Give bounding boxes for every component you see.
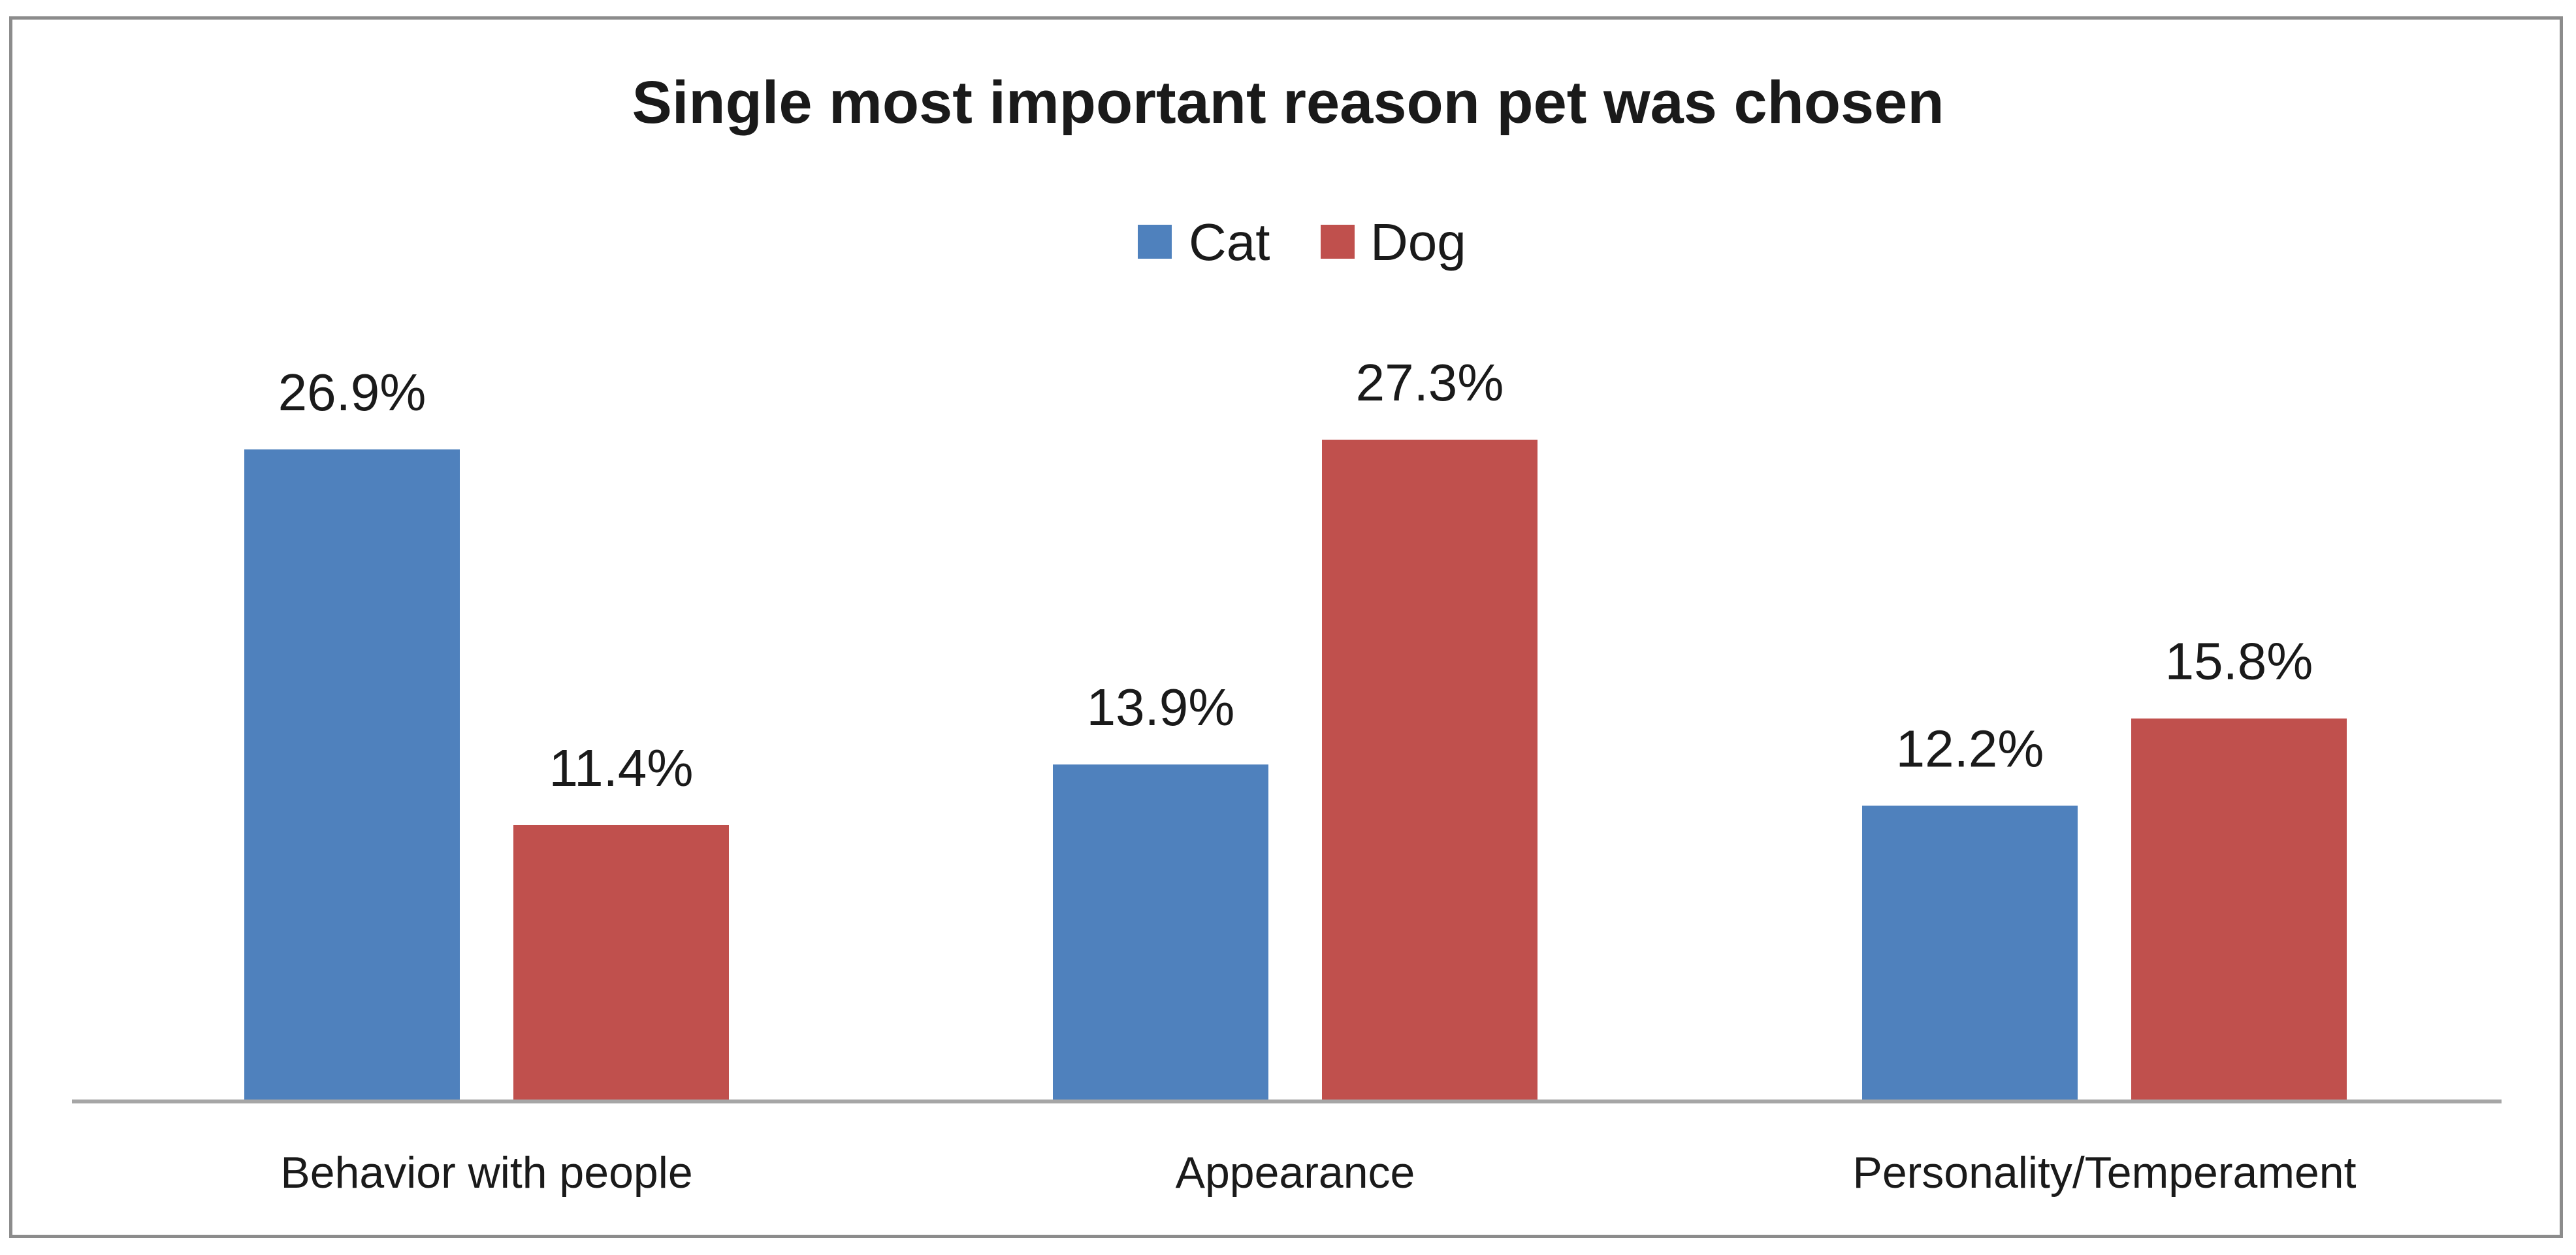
legend-swatch-cat: [1138, 225, 1172, 259]
data-label-dog-1: 27.3%: [1356, 353, 1504, 412]
bar-cat-1: [1053, 764, 1268, 1101]
bar-dog-2: [2131, 718, 2347, 1101]
bar-cat-2: [1862, 806, 2078, 1101]
category-label-1: Appearance: [1176, 1148, 1415, 1198]
chart-title: Single most important reason pet was cho…: [632, 69, 1944, 136]
bar-dog-0: [513, 824, 729, 1101]
bar-dog-1: [1322, 440, 1538, 1101]
data-labels-group: 26.9% 11.4% 13.9% 27.3% 12.2% 15.8%: [278, 353, 2313, 797]
data-label-cat-2: 12.2%: [1896, 719, 2044, 777]
category-label-0: Behavior with people: [280, 1148, 692, 1198]
bars-group: [244, 440, 2347, 1101]
legend-label-dog: Dog: [1370, 213, 1466, 271]
legend-label-cat: Cat: [1189, 213, 1270, 271]
legend: Cat Dog: [1138, 213, 1466, 271]
bar-cat-0: [244, 449, 460, 1101]
data-label-dog-0: 11.4%: [549, 739, 694, 797]
data-label-dog-2: 15.8%: [2165, 632, 2313, 691]
data-label-cat-1: 13.9%: [1087, 678, 1235, 736]
legend-swatch-dog: [1321, 225, 1355, 259]
data-label-cat-0: 26.9%: [278, 363, 427, 421]
category-labels-group: Behavior with people Appearance Personalit…: [280, 1148, 2356, 1198]
category-label-2: Personality/Temperament: [1852, 1148, 2356, 1198]
